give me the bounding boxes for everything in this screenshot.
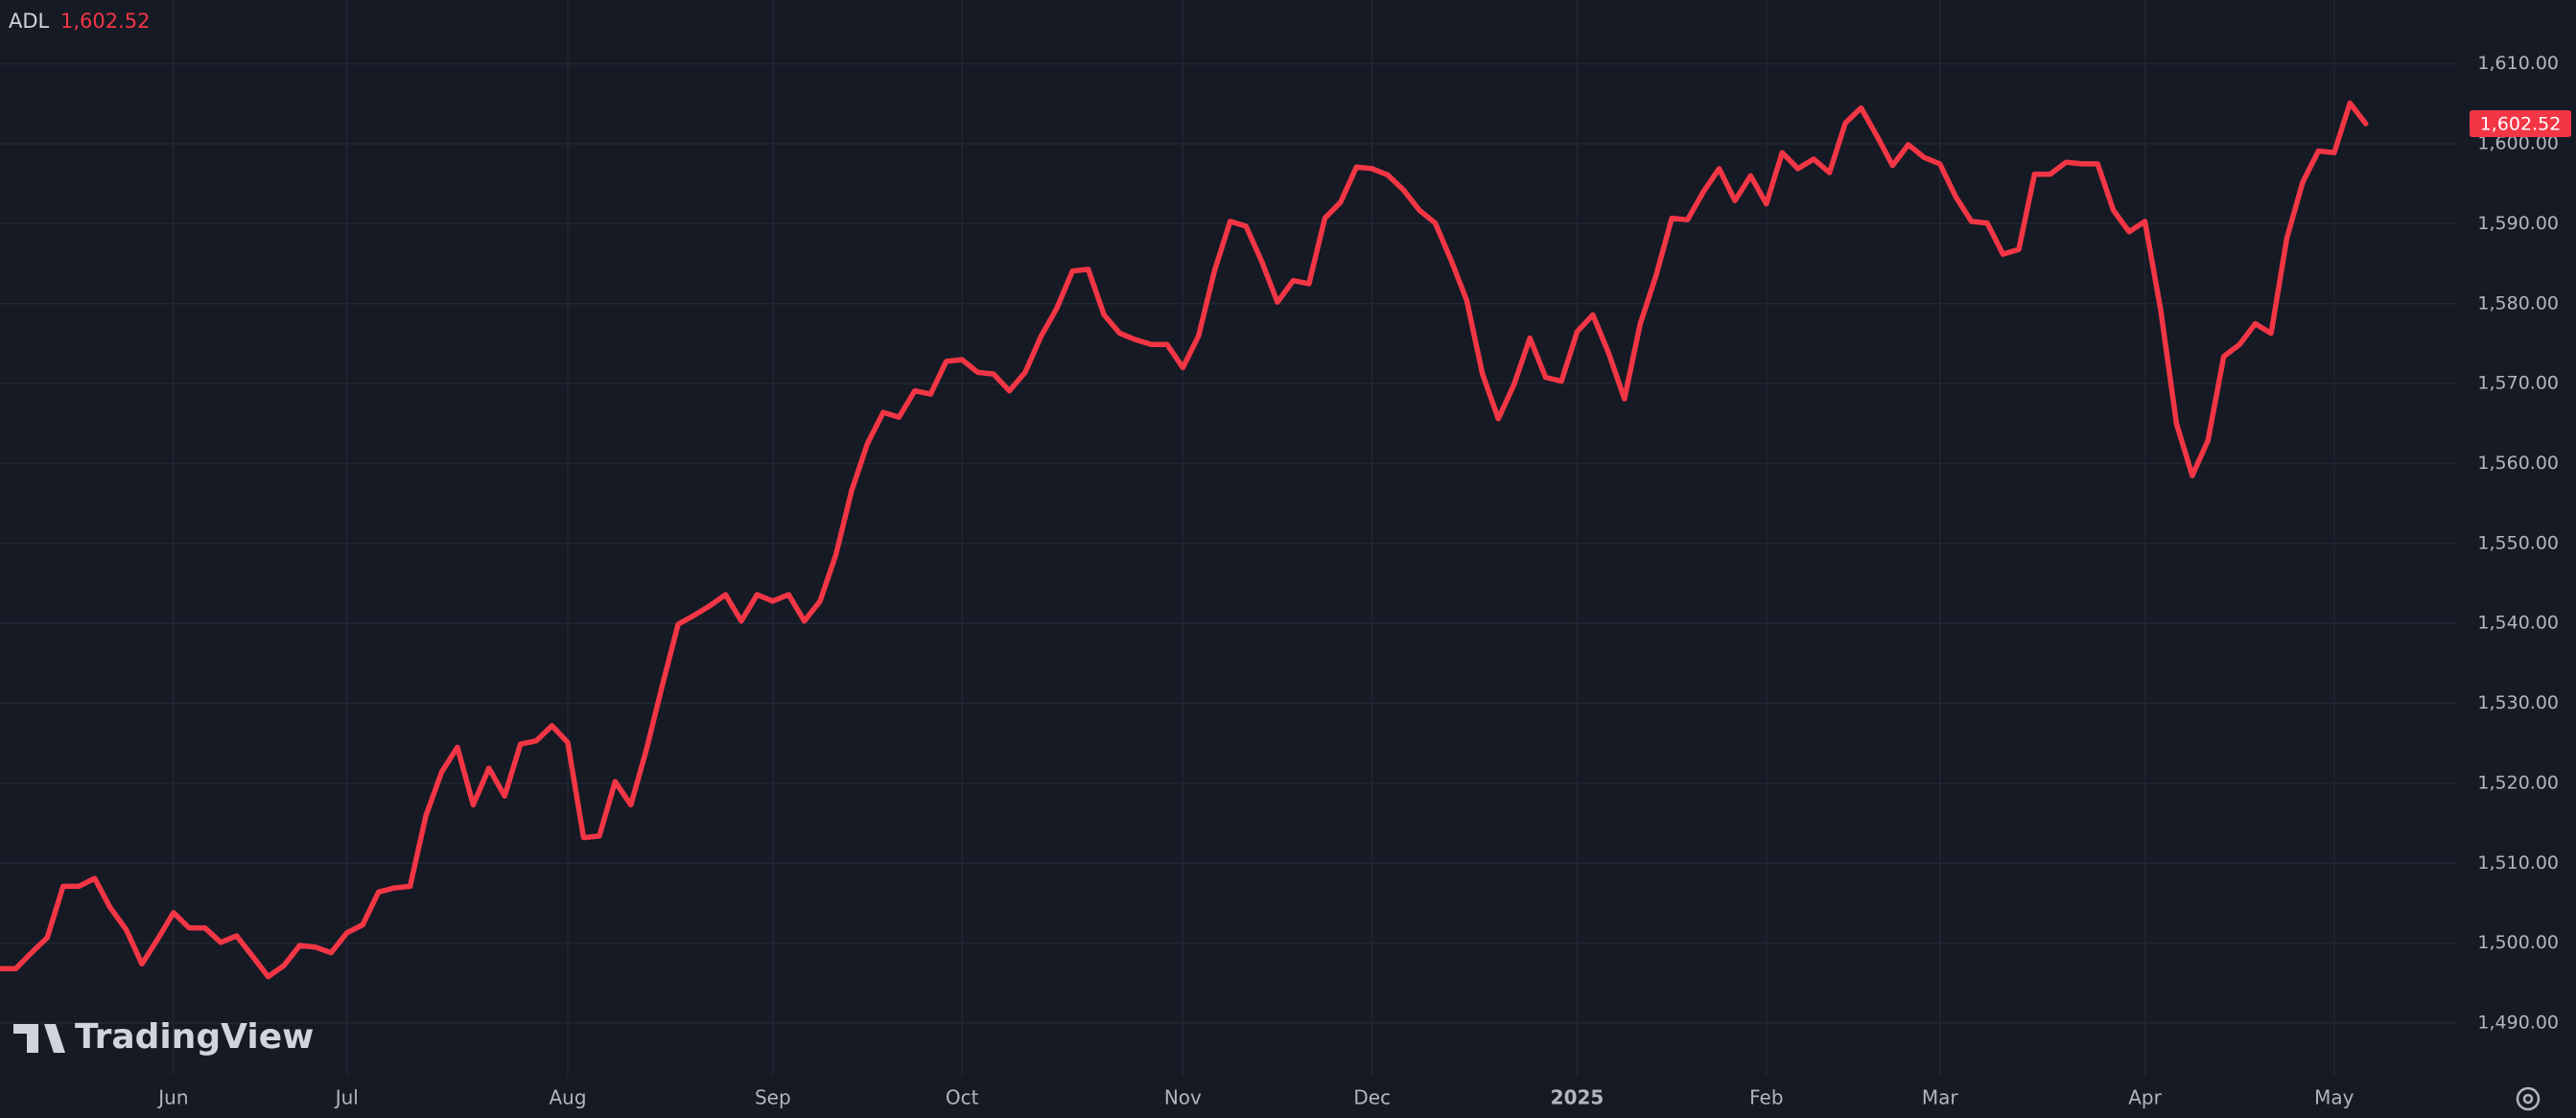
watermark: TradingView: [13, 1017, 314, 1057]
price-tag: [2470, 110, 2571, 138]
x-tick-label: Nov: [1164, 1086, 1202, 1109]
y-tick-label: 1,510.00: [2477, 852, 2559, 873]
y-tick-label: 1,550.00: [2477, 532, 2559, 553]
y-tick-label: 1,530.00: [2477, 692, 2559, 713]
x-tick-label: Oct: [946, 1086, 979, 1109]
x-tick-label: Mar: [1922, 1086, 1959, 1109]
settings-core[interactable]: [2522, 1093, 2534, 1105]
watermark-logo: [13, 1024, 65, 1053]
x-tick-label: Jul: [334, 1086, 359, 1109]
legend-name: ADL: [9, 10, 50, 33]
y-tick-label: 1,500.00: [2477, 932, 2559, 953]
price-tag-label: 1,602.52: [2480, 114, 2562, 135]
legend-value: 1,602.52: [60, 10, 151, 33]
x-tick-label: Sep: [755, 1086, 791, 1109]
y-tick-label: 1,570.00: [2477, 373, 2559, 394]
x-tick-label: Apr: [2128, 1086, 2162, 1109]
y-tick-label: 1,520.00: [2477, 772, 2559, 793]
x-tick-label: Dec: [1353, 1086, 1391, 1109]
grid: [0, 0, 2456, 1076]
y-tick-label: 1,600.00: [2477, 133, 2559, 154]
watermark-text: TradingView: [75, 1017, 314, 1057]
x-tick-label: May: [2314, 1086, 2354, 1109]
x-tick-label: Aug: [549, 1086, 586, 1109]
x-tick-label: Jun: [156, 1086, 188, 1109]
y-tick-label: 1,560.00: [2477, 453, 2559, 474]
y-tick-label: 1,590.00: [2477, 213, 2559, 234]
x-tick-label: 2025: [1551, 1086, 1604, 1109]
y-tick-label: 1,540.00: [2477, 613, 2559, 634]
x-tick-label: Feb: [1749, 1086, 1783, 1109]
y-tick-label: 1,610.00: [2477, 53, 2559, 74]
y-tick-label: 1,580.00: [2477, 292, 2559, 314]
y-tick-label: 1,490.00: [2477, 1012, 2559, 1033]
settings-ring[interactable]: [2516, 1086, 2541, 1111]
series-line: [0, 100, 2369, 980]
plot: [0, 100, 2369, 980]
settings-icon[interactable]: [2516, 1086, 2541, 1111]
